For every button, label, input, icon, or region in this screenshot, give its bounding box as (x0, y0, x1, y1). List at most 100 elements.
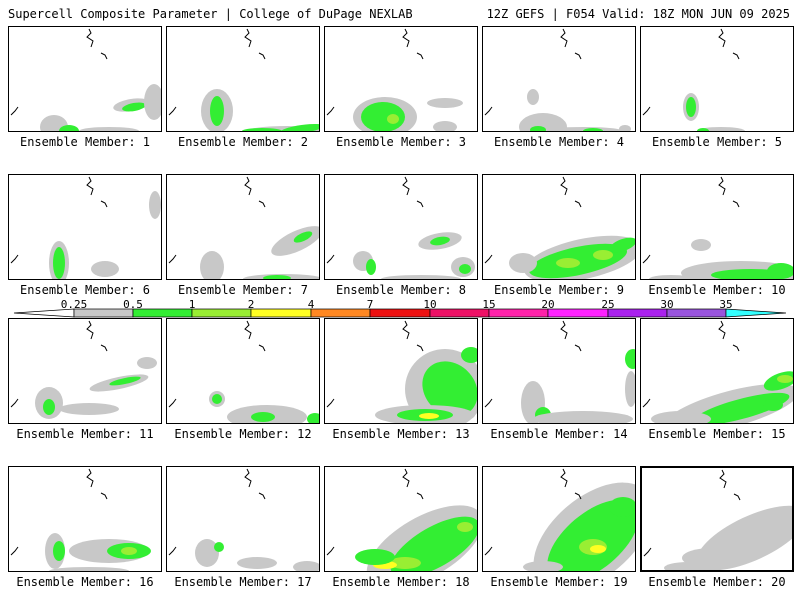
legend-tick-label: 0.25 (60, 298, 88, 311)
scp-contour (649, 275, 693, 279)
scp-contour (543, 127, 623, 131)
coastline (416, 344, 424, 352)
legend-swatch (310, 308, 371, 318)
ensemble-member-map[interactable] (324, 174, 478, 280)
legend-tick-label: 35 (719, 298, 733, 311)
coastline (258, 492, 266, 500)
member-label: Ensemble Member: 17 (174, 575, 312, 589)
scp-contour (271, 226, 319, 256)
scp-contour (237, 557, 277, 569)
scp-field (642, 176, 793, 279)
legend-tick-label: 20 (541, 298, 555, 311)
legend-swatch (725, 308, 787, 318)
ensemble-member-map[interactable] (166, 318, 320, 424)
legend-swatch (429, 308, 490, 318)
ensemble-member-map[interactable] (166, 174, 320, 280)
legend-tick-label: 15 (482, 298, 496, 311)
coastline (718, 320, 726, 340)
coastline (326, 398, 335, 408)
ensemble-member-map[interactable] (482, 26, 636, 132)
ensemble-member-map[interactable] (8, 318, 162, 424)
scp-contour (686, 97, 696, 117)
scp-contour (53, 247, 65, 279)
scp-contour (692, 392, 790, 423)
coastline (402, 320, 410, 340)
legend-tick-label: 10 (423, 298, 437, 311)
coastline (100, 52, 108, 60)
member-label: Ensemble Member: 20 (648, 575, 786, 589)
scp-field (326, 28, 463, 131)
scp-contour (263, 275, 291, 279)
coastline (642, 398, 651, 408)
coastline (326, 546, 335, 556)
ensemble-member-map[interactable] (640, 174, 794, 280)
coastline (258, 52, 266, 60)
coastline (86, 28, 94, 48)
scp-contour (697, 128, 709, 131)
member-label: Ensemble Member: 5 (651, 135, 783, 149)
coastline (244, 320, 252, 340)
ensemble-member-map[interactable] (640, 318, 794, 424)
scp-contour (195, 539, 219, 567)
coastline (168, 106, 177, 116)
ensemble-member-map[interactable] (166, 466, 320, 572)
legend-tick-label: 4 (307, 298, 315, 311)
scp-contour (533, 411, 633, 423)
scp-contour (49, 567, 129, 571)
ensemble-member-map[interactable] (482, 174, 636, 280)
scp-contour (210, 96, 224, 126)
scp-contour (200, 251, 224, 279)
run-info: 12Z GEFS | F054 Valid: 18Z MON JUN 09 20… (486, 7, 790, 21)
coastline (258, 200, 266, 208)
member-label: Ensemble Member: 6 (19, 283, 151, 297)
scp-contour (527, 89, 539, 105)
scp-contour (625, 371, 635, 407)
scp-field (326, 176, 475, 279)
scp-contour (242, 128, 282, 131)
coastline (168, 546, 177, 556)
coastline (244, 28, 252, 48)
ensemble-member-map[interactable] (8, 174, 162, 280)
coastline (733, 493, 741, 501)
ensemble-member-map[interactable] (640, 26, 794, 132)
scp-contour (422, 361, 477, 417)
ensemble-member-map[interactable] (640, 466, 794, 572)
legend-swatch (369, 308, 431, 318)
ensemble-member-map[interactable] (324, 26, 478, 132)
ensemble-member-map[interactable] (8, 466, 162, 572)
scp-contour (389, 557, 421, 569)
coastline (484, 106, 493, 116)
coastline (719, 469, 727, 489)
coastline (416, 200, 424, 208)
scp-field (168, 468, 319, 571)
ensemble-member-map[interactable] (482, 318, 636, 424)
legend-swatch (250, 308, 312, 318)
coastline (326, 106, 335, 116)
scp-contour (387, 114, 399, 124)
coastline (86, 176, 94, 196)
scp-contour (593, 250, 613, 260)
coastline (168, 254, 177, 264)
scp-contour (523, 561, 563, 571)
ensemble-member-map[interactable] (8, 26, 162, 132)
scp-field (168, 320, 319, 423)
ensemble-member-map[interactable] (324, 466, 478, 572)
coastline (416, 492, 424, 500)
member-label: Ensemble Member: 16 (16, 575, 154, 589)
scp-contour (91, 261, 119, 277)
legend-swatch (488, 308, 549, 318)
scp-contour (212, 394, 222, 404)
coastline (244, 468, 252, 488)
coastline (718, 28, 726, 48)
ensemble-member-map[interactable] (482, 466, 636, 572)
coastline (168, 398, 177, 408)
ensemble-member-map[interactable] (166, 26, 320, 132)
scp-contour (427, 98, 463, 108)
coastline (100, 492, 108, 500)
ensemble-member-map[interactable] (324, 318, 478, 424)
scp-contour (109, 376, 141, 386)
coastline (732, 200, 740, 208)
scp-field (10, 176, 161, 279)
coastline (86, 468, 94, 488)
member-label: Ensemble Member: 1 (19, 135, 151, 149)
